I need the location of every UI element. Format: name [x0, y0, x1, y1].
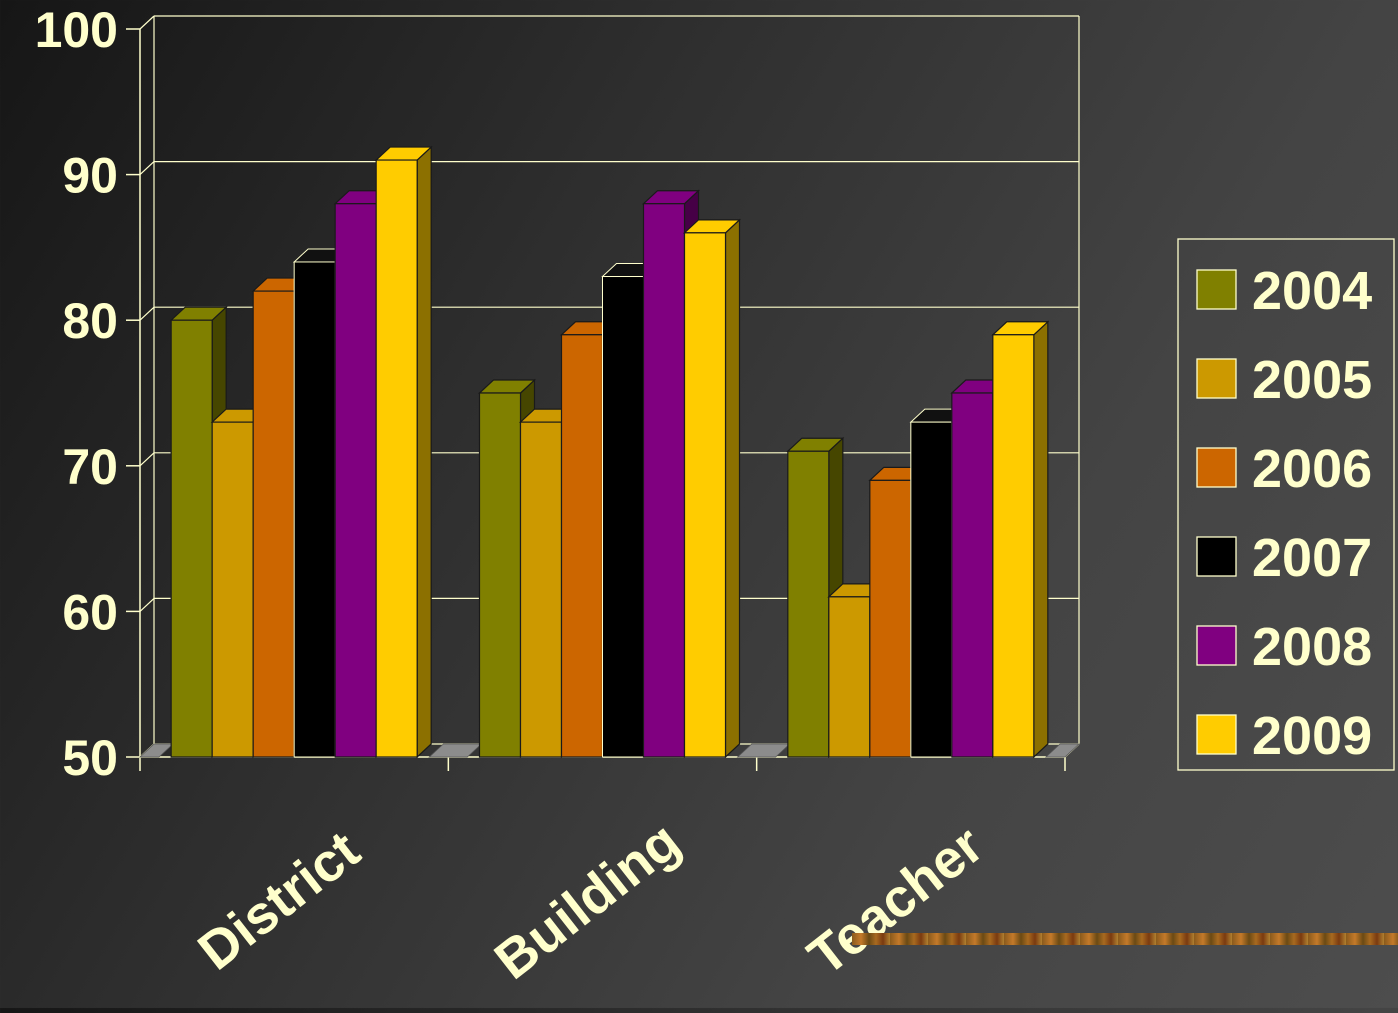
- bar-building-2009: [683, 232, 727, 758]
- bar-building-2006: [560, 334, 604, 758]
- bar-building-2007: [602, 276, 644, 758]
- category-label-building: Building: [484, 811, 691, 991]
- side-gridline-70: [139, 452, 155, 467]
- side-gridline-100: [139, 15, 155, 30]
- side-gridline-90: [139, 161, 155, 176]
- bar-building-2004: [478, 392, 522, 758]
- legend-swatch-2007: [1196, 536, 1237, 577]
- category-label-teacher: Teacher: [797, 815, 994, 987]
- category-label-district: District: [187, 820, 371, 982]
- legend-label-2005: 2005: [1252, 350, 1372, 410]
- bar-district-2007: [293, 261, 336, 758]
- legend-label-2008: 2008: [1252, 617, 1372, 677]
- bar-district-2004: [170, 319, 213, 758]
- side-gridline-60: [139, 597, 155, 612]
- legend-swatch-2004: [1196, 269, 1237, 310]
- bar-building-2005: [519, 421, 563, 758]
- bar-teacher-2006: [869, 479, 912, 758]
- floor-segment-1: [428, 743, 483, 758]
- legend-swatch-2009: [1196, 714, 1237, 755]
- bar-teacher-2008: [951, 392, 994, 758]
- y-tick-label-50: 50: [62, 730, 118, 786]
- y-tick-label-70: 70: [62, 439, 118, 495]
- legend-swatch-2008: [1196, 625, 1237, 666]
- legend-swatch-2006: [1196, 447, 1237, 488]
- bar-teacher-2009: [992, 334, 1035, 758]
- legend-label-2006: 2006: [1252, 439, 1372, 499]
- bar-building-2009-side: [724, 218, 741, 759]
- bar-district-2009-side: [416, 145, 432, 759]
- bar-district-2005: [211, 421, 254, 758]
- floor-segment-0: [138, 743, 175, 758]
- legend-label-2004: 2004: [1252, 261, 1372, 321]
- bar-district-2006: [252, 290, 295, 758]
- bar-teacher-2009-side: [1033, 320, 1049, 759]
- bar-district-2009: [375, 159, 418, 758]
- legend-box: [1177, 238, 1395, 771]
- bar-district-2008: [334, 203, 377, 758]
- bar-teacher-2005: [828, 596, 871, 758]
- bar-teacher-2007: [910, 421, 953, 758]
- floor-segment-3: [1044, 743, 1081, 758]
- y-tick-label-100: 100: [35, 2, 118, 58]
- y-tick-label-80: 80: [62, 293, 118, 349]
- y-tick-label-90: 90: [62, 148, 118, 204]
- bar-building-2008: [642, 203, 686, 758]
- y-tick-label-60: 60: [62, 584, 118, 640]
- side-gridline-80: [139, 306, 155, 321]
- decorative-strip: [852, 933, 1398, 945]
- legend-swatch-2005: [1196, 358, 1237, 399]
- floor-segment-2: [736, 743, 791, 758]
- legend-label-2007: 2007: [1252, 528, 1372, 588]
- legend-label-2009: 2009: [1252, 706, 1372, 766]
- bar-teacher-2004: [787, 450, 830, 758]
